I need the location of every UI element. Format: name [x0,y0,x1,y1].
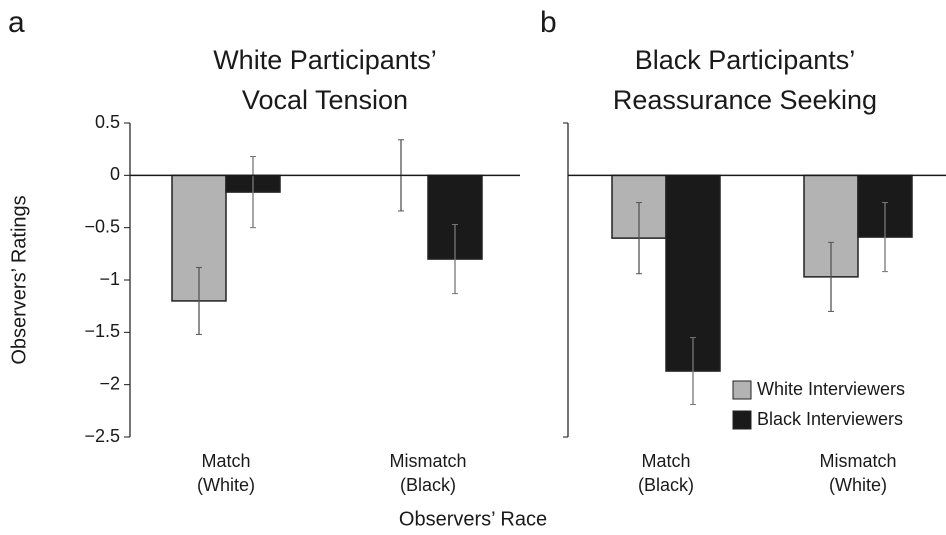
y-tick-label: −2 [99,373,120,393]
x-tick-label: (Black) [638,475,694,495]
chart-title: Black Participants’ [635,45,856,75]
y-tick-label: 0 [110,164,120,184]
x-tick-label: (Black) [400,475,456,495]
y-tick-label: −0.5 [84,216,120,236]
legend-swatch [732,380,752,400]
x-tick-label: (White) [197,475,255,495]
legend-label: Black Interviewers [757,409,903,429]
x-axis-label: Observers’ Race [399,508,547,530]
x-tick-label: (White) [829,475,887,495]
legend-label: White Interviewers [757,379,905,399]
y-axis-label: Observers’ Ratings [8,195,30,364]
chart-title: White Participants’ [213,45,437,75]
x-tick-label: Mismatch [389,451,466,471]
y-tick-label: −1.5 [84,321,120,341]
legend-swatch [732,410,752,430]
panel-letter: a [8,6,25,39]
chart-title: Reassurance Seeking [613,85,877,115]
panel-letter: b [540,6,557,39]
x-tick-label: Mismatch [819,451,896,471]
y-tick-label: −2.5 [84,426,120,446]
x-tick-label: Match [641,451,690,471]
y-tick-label: 0.5 [95,112,120,132]
x-tick-label: Match [201,451,250,471]
y-tick-label: −1 [99,269,120,289]
chart-title: Vocal Tension [242,85,408,115]
